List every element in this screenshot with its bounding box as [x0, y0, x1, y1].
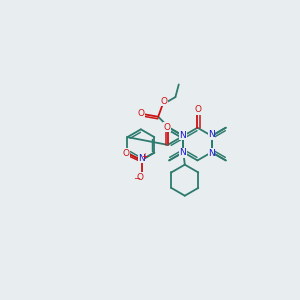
Text: O: O	[164, 123, 171, 132]
Text: N: N	[179, 148, 186, 157]
Text: N: N	[138, 154, 145, 163]
Text: O: O	[137, 109, 144, 118]
Text: O: O	[160, 97, 167, 106]
Text: +: +	[141, 152, 148, 161]
Text: N: N	[179, 131, 186, 140]
Text: O: O	[136, 173, 144, 182]
Text: N: N	[208, 149, 215, 158]
Text: −: −	[133, 174, 140, 183]
Text: N: N	[208, 130, 215, 139]
Text: O: O	[195, 105, 202, 114]
Text: O: O	[122, 149, 129, 158]
